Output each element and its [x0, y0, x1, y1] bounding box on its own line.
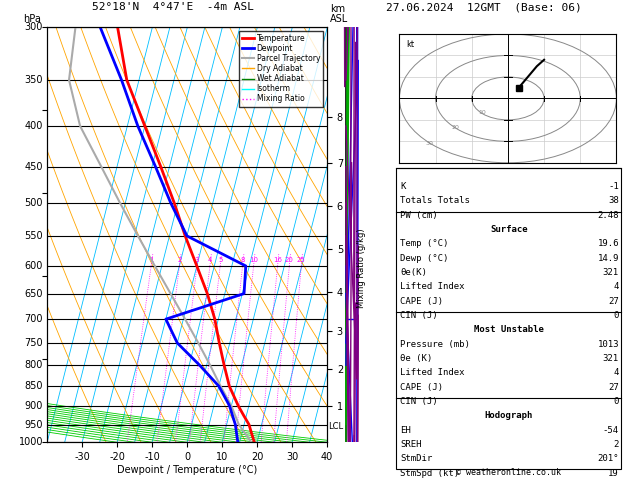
Text: CIN (J): CIN (J) — [400, 311, 438, 320]
Text: Totals Totals: Totals Totals — [400, 196, 470, 206]
Text: 450: 450 — [25, 162, 43, 172]
Text: SREH: SREH — [400, 440, 421, 449]
Text: 25: 25 — [297, 257, 306, 262]
Text: CAPE (J): CAPE (J) — [400, 382, 443, 392]
Text: StmSpd (kt): StmSpd (kt) — [400, 469, 459, 478]
Text: 19.6: 19.6 — [598, 239, 619, 248]
Text: 20: 20 — [285, 257, 294, 262]
Text: 2.48: 2.48 — [598, 210, 619, 220]
Text: 27: 27 — [608, 296, 619, 306]
Text: 4: 4 — [613, 282, 619, 292]
Text: 19: 19 — [608, 469, 619, 478]
Text: Surface: Surface — [490, 225, 528, 234]
Text: PW (cm): PW (cm) — [400, 210, 438, 220]
Text: 8: 8 — [240, 257, 245, 262]
Text: θe(K): θe(K) — [400, 268, 427, 277]
Text: LCL: LCL — [328, 422, 343, 431]
Text: Mixing Ratio (g/kg): Mixing Ratio (g/kg) — [357, 228, 366, 308]
Text: 14.9: 14.9 — [598, 254, 619, 263]
Text: 950: 950 — [25, 419, 43, 430]
Text: hPa: hPa — [23, 14, 41, 24]
Text: Pressure (mb): Pressure (mb) — [400, 340, 470, 349]
Text: 10: 10 — [478, 110, 486, 115]
Legend: Temperature, Dewpoint, Parcel Trajectory, Dry Adiabat, Wet Adiabat, Isotherm, Mi: Temperature, Dewpoint, Parcel Trajectory… — [239, 31, 323, 106]
Text: 3: 3 — [195, 257, 199, 262]
Text: 1: 1 — [149, 257, 153, 262]
Text: 4: 4 — [613, 368, 619, 378]
Text: StmDir: StmDir — [400, 454, 432, 464]
Text: 800: 800 — [25, 360, 43, 370]
Text: Lifted Index: Lifted Index — [400, 282, 465, 292]
Text: 201°: 201° — [598, 454, 619, 464]
Text: θe (K): θe (K) — [400, 354, 432, 363]
Text: 5: 5 — [218, 257, 223, 262]
Text: 1000: 1000 — [18, 437, 43, 447]
Text: 400: 400 — [25, 121, 43, 131]
Text: 16: 16 — [273, 257, 282, 262]
Text: 650: 650 — [25, 289, 43, 298]
Text: -54: -54 — [603, 426, 619, 435]
Text: 300: 300 — [25, 22, 43, 32]
Text: 30: 30 — [426, 141, 434, 146]
Text: 321: 321 — [603, 354, 619, 363]
Text: 2: 2 — [613, 440, 619, 449]
Text: 0: 0 — [613, 311, 619, 320]
Text: Dewp (°C): Dewp (°C) — [400, 254, 448, 263]
Text: kt: kt — [407, 40, 415, 50]
Text: 700: 700 — [25, 314, 43, 324]
Text: 350: 350 — [25, 75, 43, 85]
Text: 500: 500 — [25, 198, 43, 208]
Text: 52°18'N  4°47'E  -4m ASL: 52°18'N 4°47'E -4m ASL — [92, 2, 254, 12]
Text: Lifted Index: Lifted Index — [400, 368, 465, 378]
Text: -1: -1 — [608, 182, 619, 191]
Text: Hodograph: Hodograph — [485, 411, 533, 420]
Text: 4: 4 — [208, 257, 212, 262]
Text: 27.06.2024  12GMT  (Base: 06): 27.06.2024 12GMT (Base: 06) — [386, 2, 582, 12]
Text: CAPE (J): CAPE (J) — [400, 296, 443, 306]
Text: EH: EH — [400, 426, 411, 435]
Text: 2: 2 — [177, 257, 182, 262]
Text: 20: 20 — [452, 125, 460, 130]
Text: Temp (°C): Temp (°C) — [400, 239, 448, 248]
Text: Most Unstable: Most Unstable — [474, 325, 544, 334]
Text: 600: 600 — [25, 261, 43, 271]
Text: km
ASL: km ASL — [330, 4, 348, 24]
X-axis label: Dewpoint / Temperature (°C): Dewpoint / Temperature (°C) — [117, 465, 257, 475]
Text: 1013: 1013 — [598, 340, 619, 349]
Text: 900: 900 — [25, 401, 43, 411]
Text: 38: 38 — [608, 196, 619, 206]
Text: 10: 10 — [249, 257, 258, 262]
Text: K: K — [400, 182, 406, 191]
Text: 850: 850 — [25, 381, 43, 391]
Text: 0: 0 — [613, 397, 619, 406]
Text: 27: 27 — [608, 382, 619, 392]
Text: 321: 321 — [603, 268, 619, 277]
Text: 750: 750 — [25, 338, 43, 348]
Text: © weatheronline.co.uk: © weatheronline.co.uk — [457, 468, 561, 477]
Text: CIN (J): CIN (J) — [400, 397, 438, 406]
Text: 550: 550 — [25, 231, 43, 241]
